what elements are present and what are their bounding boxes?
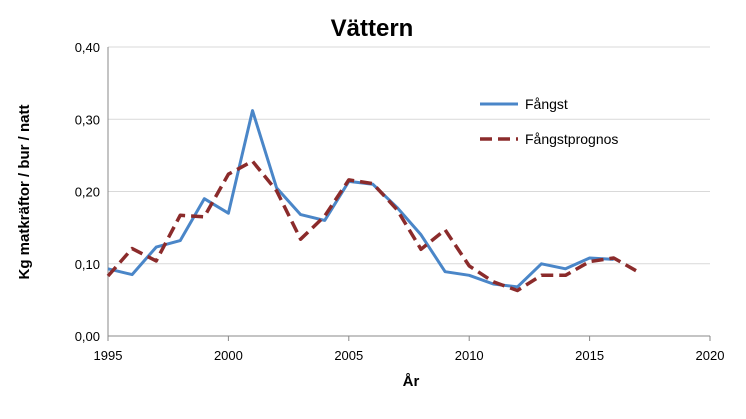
x-tick-label: 2005 (334, 348, 363, 363)
y-tick-label: 0,00 (75, 329, 100, 344)
x-axis-title: År (403, 373, 420, 390)
x-tick-label: 1995 (94, 348, 123, 363)
legend-label: Fångst (525, 96, 568, 112)
y-tick-labels: 0,00 0,10 0,20 0,30 0,40 (75, 40, 100, 344)
x-tick-label: 2020 (696, 348, 725, 363)
y-tick-label: 0,40 (75, 40, 100, 55)
legend: Fångst Fångstprognos (480, 96, 618, 147)
y-tick-label: 0,30 (75, 112, 100, 127)
x-tick-label: 2010 (455, 348, 484, 363)
y-axis-title: Kg matkräftor / bur / natt (16, 104, 33, 279)
chart-title: Vättern (331, 15, 414, 42)
series-line-fangstprognos (106, 159, 639, 293)
legend-label: Fångstprognos (525, 131, 618, 147)
x-tick-label: 2000 (214, 348, 243, 363)
y-tick-label: 0,20 (75, 185, 100, 200)
axes (107, 47, 711, 341)
y-tick-label: 0,10 (75, 257, 100, 272)
grid-lines (108, 46, 710, 265)
x-tick-label: 2015 (575, 348, 604, 363)
x-tick-labels: 1995 2000 2005 2010 2015 2020 (94, 348, 725, 363)
series-lines (106, 109, 639, 293)
